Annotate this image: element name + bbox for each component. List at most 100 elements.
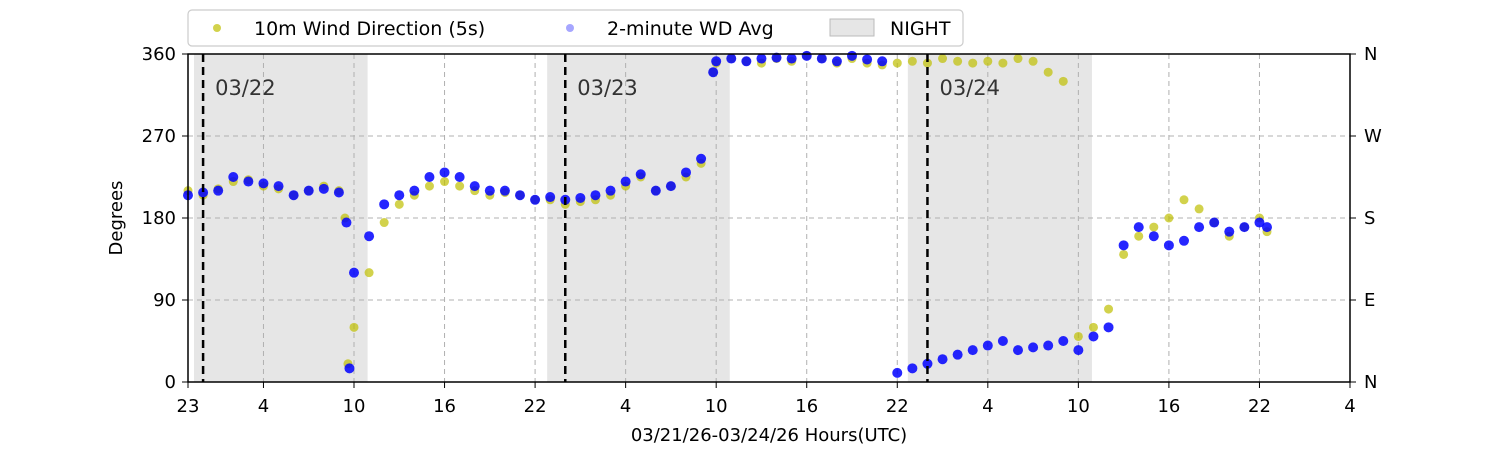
avg-point-18 xyxy=(424,172,435,182)
wd-point-61 xyxy=(1058,76,1068,86)
avg-point-68 xyxy=(1163,240,1174,251)
avg-point-15 xyxy=(379,199,390,210)
avg-point-3 xyxy=(228,172,239,182)
y-axis-left: 0 90 180 270 360 xyxy=(142,44,188,393)
avg-point-21 xyxy=(469,181,480,192)
y-right-tick-label-2: S xyxy=(1364,208,1375,229)
date-label-1: 03/23 xyxy=(577,76,638,100)
wd-point-56 xyxy=(983,56,993,66)
avg-point-63 xyxy=(1088,331,1099,342)
legend-item-1: 2-minute WD Avg xyxy=(566,18,774,40)
x-tick-label-5: 4 xyxy=(620,396,631,417)
avg-point-25 xyxy=(530,194,541,205)
wd-point-52 xyxy=(922,58,932,68)
y-tick-label-1: 90 xyxy=(153,290,176,311)
series-layer xyxy=(183,50,1272,378)
avg-point-24 xyxy=(515,190,525,201)
x-tick-label-6: 10 xyxy=(705,396,728,417)
wd-point-58 xyxy=(1013,54,1023,64)
avg-point-38 xyxy=(711,56,722,67)
wd-point-65 xyxy=(1119,249,1129,259)
avg-point-71 xyxy=(1209,217,1220,228)
wd-point-69 xyxy=(1179,195,1189,205)
avg-point-42 xyxy=(771,52,782,63)
x-tick-label-12: 22 xyxy=(1248,396,1271,417)
avg-point-54 xyxy=(952,349,963,360)
avg-point-70 xyxy=(1194,222,1205,233)
legend-label-0: 10m Wind Direction (5s) xyxy=(254,18,485,40)
wd-point-59 xyxy=(1028,56,1038,66)
avg-point-34 xyxy=(665,181,676,192)
y-tick-label-0: 0 xyxy=(165,372,176,393)
wd-point-16 xyxy=(394,199,404,209)
wd-point-50 xyxy=(892,58,902,68)
wd-point-54 xyxy=(953,56,963,66)
wd-point-70 xyxy=(1194,204,1204,214)
avg-point-57 xyxy=(997,336,1008,346)
legend: 10m Wind Direction (5s) 2-minute WD Avg NI… xyxy=(187,9,964,47)
legend-box xyxy=(187,9,964,47)
x-tick-label-8: 22 xyxy=(886,396,909,417)
avg-point-37 xyxy=(708,67,719,78)
avg-point-2 xyxy=(213,185,224,196)
avg-point-72 xyxy=(1224,226,1235,237)
y-right-tick-label-4: N xyxy=(1364,44,1377,65)
avg-point-44 xyxy=(801,50,812,61)
wd-point-20 xyxy=(455,181,465,191)
avg-point-8 xyxy=(303,185,314,196)
wd-point-68 xyxy=(1164,213,1174,223)
wd-point-60 xyxy=(1043,67,1053,77)
avg-point-16 xyxy=(394,190,405,201)
avg-point-10 xyxy=(333,187,344,198)
avg-point-6 xyxy=(273,181,284,192)
avg-point-47 xyxy=(847,50,857,61)
date-label-0: 03/22 xyxy=(215,76,276,100)
avg-point-32 xyxy=(635,169,646,180)
wd-point-53 xyxy=(938,54,948,64)
avg-point-59 xyxy=(1028,342,1039,353)
avg-point-36 xyxy=(696,153,707,164)
avg-point-45 xyxy=(816,53,827,64)
avg-point-39 xyxy=(726,53,737,64)
x-tick-label-9: 4 xyxy=(982,396,993,417)
avg-point-67 xyxy=(1148,231,1159,242)
wd-point-13 xyxy=(349,322,359,332)
x-axis: 23 4 10 16 22 4 10 16 22 4 10 16 22 4 xyxy=(177,382,1356,417)
x-tick-label-1: 4 xyxy=(258,396,269,417)
avg-point-5 xyxy=(258,178,269,189)
x-tick-label-7: 16 xyxy=(795,396,818,417)
wd-point-64 xyxy=(1104,304,1114,314)
y-axis-right: N E S W N xyxy=(1350,44,1382,393)
wd-point-15 xyxy=(379,218,389,228)
avg-point-12 xyxy=(344,363,355,374)
avg-point-73 xyxy=(1239,222,1250,233)
x-tick-label-3: 16 xyxy=(433,396,456,417)
y-axis-title: Degrees xyxy=(106,181,127,256)
date-label-2: 03/24 xyxy=(939,76,1000,100)
wd-point-63 xyxy=(1088,322,1098,332)
wd-point-18 xyxy=(424,181,434,191)
avg-point-9 xyxy=(318,183,329,194)
avg-point-56 xyxy=(982,340,993,351)
avg-point-17 xyxy=(409,185,420,196)
wd-point-57 xyxy=(998,58,1008,68)
y-tick-label-3: 270 xyxy=(142,126,176,147)
avg-point-22 xyxy=(484,185,495,196)
avg-point-14 xyxy=(364,231,375,242)
avg-point-43 xyxy=(786,53,797,64)
legend-marker-0 xyxy=(213,24,221,32)
avg-point-11 xyxy=(341,217,352,228)
wd-point-66 xyxy=(1134,231,1144,241)
avg-point-1 xyxy=(198,187,209,198)
avg-point-51 xyxy=(907,363,918,374)
avg-point-62 xyxy=(1073,345,1084,356)
avg-point-4 xyxy=(243,176,254,187)
legend-marker-1 xyxy=(566,24,574,32)
avg-point-29 xyxy=(590,190,601,201)
avg-point-49 xyxy=(877,56,888,67)
avg-point-23 xyxy=(499,185,510,196)
avg-point-7 xyxy=(288,190,299,201)
avg-point-48 xyxy=(862,54,873,65)
avg-point-65 xyxy=(1118,240,1129,251)
